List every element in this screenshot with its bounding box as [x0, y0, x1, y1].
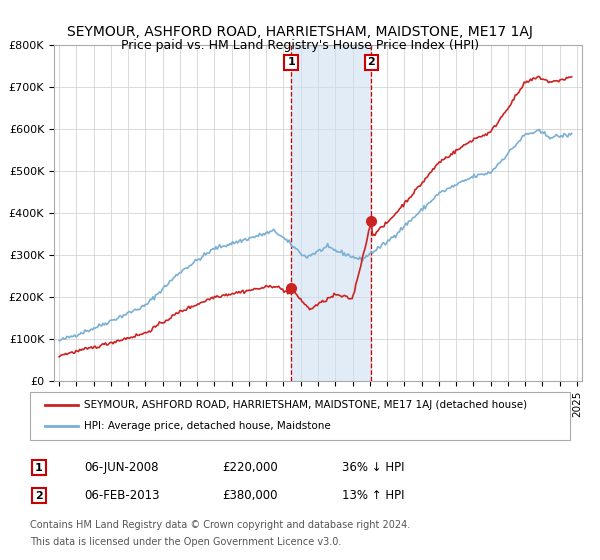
- Text: 06-JUN-2008: 06-JUN-2008: [84, 461, 158, 474]
- Text: SEYMOUR, ASHFORD ROAD, HARRIETSHAM, MAIDSTONE, ME17 1AJ (detached house): SEYMOUR, ASHFORD ROAD, HARRIETSHAM, MAID…: [84, 400, 527, 410]
- Text: £220,000: £220,000: [222, 461, 278, 474]
- Text: Price paid vs. HM Land Registry's House Price Index (HPI): Price paid vs. HM Land Registry's House …: [121, 39, 479, 52]
- Text: 13% ↑ HPI: 13% ↑ HPI: [342, 489, 404, 502]
- Text: 2: 2: [367, 58, 375, 67]
- Text: HPI: Average price, detached house, Maidstone: HPI: Average price, detached house, Maid…: [84, 421, 331, 431]
- Text: 36% ↓ HPI: 36% ↓ HPI: [342, 461, 404, 474]
- Text: SEYMOUR, ASHFORD ROAD, HARRIETSHAM, MAIDSTONE, ME17 1AJ: SEYMOUR, ASHFORD ROAD, HARRIETSHAM, MAID…: [67, 25, 533, 39]
- Text: 1: 1: [287, 58, 295, 67]
- Text: 06-FEB-2013: 06-FEB-2013: [84, 489, 160, 502]
- Text: This data is licensed under the Open Government Licence v3.0.: This data is licensed under the Open Gov…: [30, 536, 341, 547]
- Text: Contains HM Land Registry data © Crown copyright and database right 2024.: Contains HM Land Registry data © Crown c…: [30, 520, 410, 530]
- Text: 1: 1: [35, 463, 43, 473]
- Text: 2: 2: [35, 491, 43, 501]
- Text: £380,000: £380,000: [222, 489, 277, 502]
- Bar: [291, 45, 371, 381]
